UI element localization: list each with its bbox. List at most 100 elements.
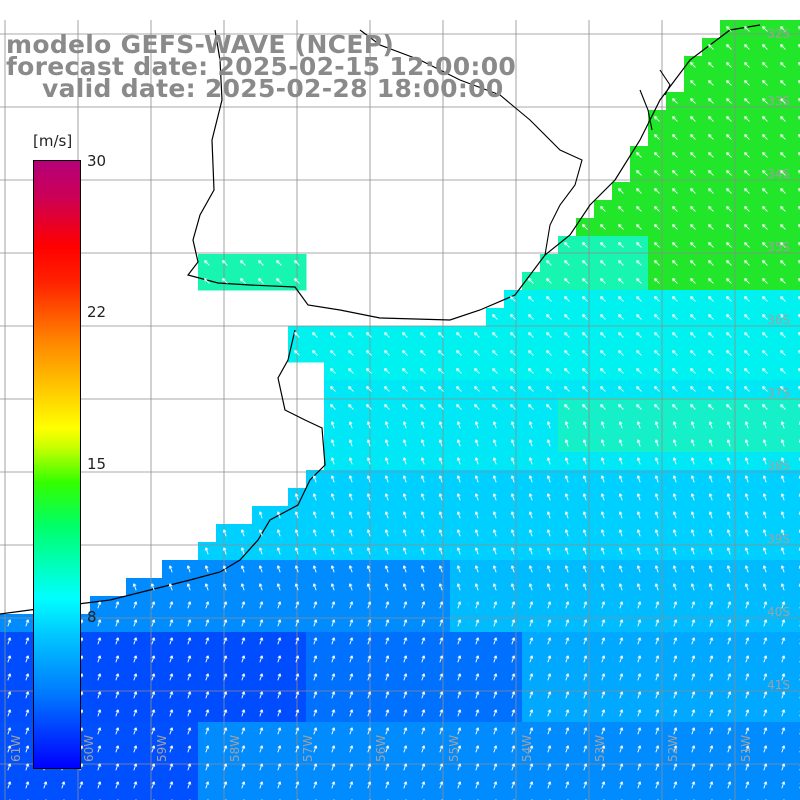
wind-arrow — [205, 619, 210, 627]
wind-arrow — [744, 457, 749, 465]
wind-arrow — [672, 116, 678, 122]
wind-arrow — [708, 44, 714, 50]
wind-arrow — [528, 296, 534, 302]
wind-arrow — [439, 673, 444, 681]
wind-arrow — [654, 260, 660, 266]
wind-arrow — [690, 278, 696, 284]
wind-arrow — [709, 763, 714, 771]
wind-arrow — [169, 655, 174, 663]
wind-arrow — [277, 763, 282, 771]
wind-cell — [612, 794, 631, 800]
wind-arrow — [601, 601, 606, 609]
wind-arrow — [619, 691, 624, 699]
wind-arrow — [564, 314, 570, 320]
wind-arrow — [7, 673, 12, 681]
wind-arrow — [474, 583, 479, 591]
wind-arrow — [511, 637, 516, 645]
wind-arrow — [403, 691, 408, 699]
wind-arrow — [582, 260, 588, 266]
wind-arrow — [636, 206, 642, 212]
wind-arrow — [277, 745, 282, 753]
wind-arrow — [438, 439, 443, 447]
wind-arrow — [726, 62, 732, 68]
wind-arrow — [474, 493, 479, 501]
wind-arrow — [384, 404, 390, 410]
wind-arrow — [654, 583, 659, 591]
wind-arrow — [727, 601, 732, 609]
wind-arrow — [258, 547, 263, 555]
wind-arrow — [330, 332, 336, 338]
wind-arrow — [456, 368, 462, 374]
wind-arrow — [727, 727, 732, 735]
wind-cell — [792, 650, 800, 669]
wind-arrow — [367, 691, 372, 699]
wind-speed-field — [0, 20, 800, 800]
wind-arrow — [349, 673, 354, 681]
wind-arrow — [510, 457, 515, 465]
wind-arrow — [456, 404, 462, 410]
wind-arrow — [690, 170, 696, 176]
wind-arrow — [673, 727, 678, 735]
wind-arrow — [780, 386, 786, 392]
wind-arrow — [600, 386, 606, 392]
wind-arrow — [601, 673, 606, 681]
wind-arrow — [654, 421, 659, 429]
wind-arrow — [780, 116, 786, 122]
wind-arrow — [600, 260, 606, 266]
wind-arrow — [133, 727, 138, 735]
wind-arrow — [655, 601, 660, 609]
wind-arrow — [187, 691, 192, 699]
wind-arrow — [762, 314, 768, 320]
wind-arrow — [348, 547, 353, 555]
wind-arrow — [421, 691, 426, 699]
wind-arrow — [133, 691, 138, 699]
wind-arrow — [600, 296, 606, 302]
wind-arrow — [708, 242, 714, 248]
wind-arrow — [169, 637, 174, 645]
wind-arrow — [474, 457, 479, 465]
wind-arrow — [330, 386, 336, 392]
wind-arrow — [222, 529, 227, 537]
wind-arrow — [709, 619, 714, 627]
wind-cell — [702, 794, 721, 800]
wind-arrow — [115, 601, 120, 609]
wind-arrow — [655, 673, 660, 681]
wind-arrow — [529, 619, 534, 627]
wind-arrow — [384, 475, 389, 483]
wind-arrow — [780, 242, 786, 248]
wind-arrow — [457, 727, 462, 735]
wind-arrow — [564, 386, 570, 392]
wind-arrow — [402, 493, 407, 501]
wind-arrow — [312, 493, 317, 501]
wind-arrow — [384, 511, 389, 519]
wind-arrow — [744, 493, 749, 501]
wind-arrow — [672, 314, 678, 320]
wind-arrow — [582, 583, 587, 591]
wind-arrow — [348, 439, 353, 447]
wind-arrow — [780, 511, 785, 519]
wind-arrow — [385, 601, 390, 609]
wind-arrow — [618, 314, 624, 320]
wind-arrow — [600, 332, 606, 338]
wind-arrow — [223, 655, 228, 663]
wind-arrow — [456, 583, 461, 591]
lon-label: 60W — [82, 735, 96, 762]
wind-arrow — [385, 745, 390, 753]
wind-arrow — [493, 745, 498, 753]
wind-arrow — [565, 745, 570, 753]
wind-cell — [792, 434, 800, 453]
wind-arrow — [708, 439, 713, 447]
wind-arrow — [241, 601, 246, 609]
wind-arrow — [708, 368, 714, 374]
wind-arrow — [258, 565, 263, 573]
wind-arrow — [474, 511, 479, 519]
wind-arrow — [708, 475, 713, 483]
wind-arrow — [223, 619, 228, 627]
wind-arrow — [564, 278, 570, 284]
wind-arrow — [726, 80, 732, 86]
wind-arrow — [366, 529, 371, 537]
wind-arrow — [583, 781, 588, 789]
wind-arrow — [402, 511, 407, 519]
wind-arrow — [636, 314, 642, 320]
wind-arrow — [726, 224, 732, 230]
